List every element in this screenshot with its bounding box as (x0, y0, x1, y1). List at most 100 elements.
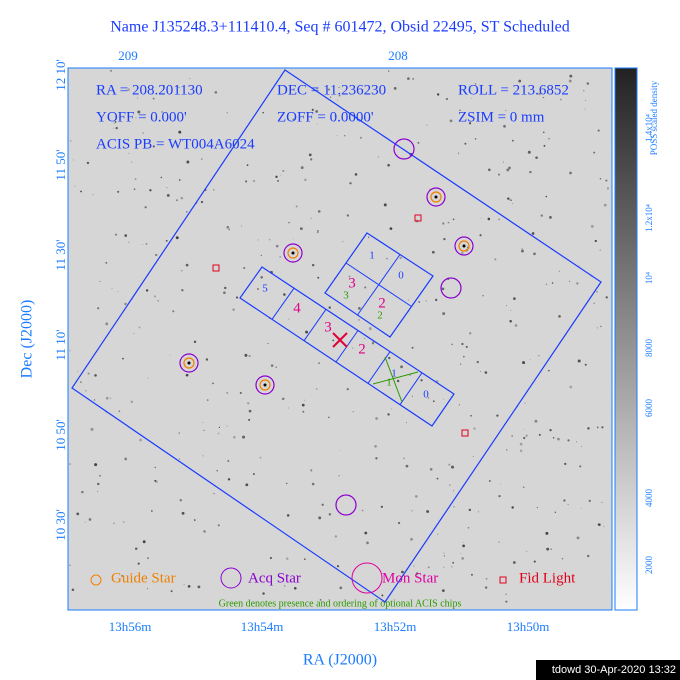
star-dot (301, 403, 305, 407)
star-dot (292, 118, 294, 120)
star-dot (563, 499, 566, 502)
star-dot (488, 480, 491, 482)
star-dot (568, 280, 571, 283)
star-dot (560, 98, 562, 101)
star-dot (185, 373, 189, 377)
star-dot (485, 577, 488, 580)
star-dot (506, 305, 507, 306)
star-dot (113, 522, 115, 524)
star-dot (533, 560, 536, 563)
colorbar-tick-label: 1.4x10⁴ (644, 114, 654, 142)
star-dot (293, 586, 297, 590)
star-dot (498, 218, 500, 221)
star-dot (155, 480, 158, 483)
star-dot (193, 519, 196, 521)
legend-item: Fid Light (519, 570, 576, 586)
star-dot (540, 214, 543, 217)
star-dot (122, 357, 124, 360)
star-core (187, 361, 191, 365)
star-dot (587, 427, 590, 430)
y-axis-label: Dec (J2000) (19, 300, 36, 379)
info-zoff: ZOFF = 0.0000' (277, 109, 374, 125)
chip-label: 1 (369, 250, 375, 262)
star-dot (280, 174, 282, 176)
star-dot (223, 291, 226, 295)
star-dot (451, 343, 453, 346)
star-dot (248, 418, 251, 421)
star-dot (257, 239, 259, 241)
star-dot (603, 526, 605, 528)
star-dot (243, 266, 246, 270)
star-dot (436, 93, 440, 96)
star-dot (94, 463, 98, 467)
star-core (434, 195, 438, 199)
chip-line (399, 372, 423, 405)
title: Name J135248.3+111410.4, Seq # 601472, O… (110, 19, 570, 36)
star-dot (578, 265, 580, 267)
star-dot (90, 427, 94, 431)
acq-star (426, 187, 446, 207)
star-core (263, 383, 267, 387)
star-dot (576, 441, 578, 443)
star-dot (387, 70, 390, 72)
star-dot (244, 353, 248, 357)
star-dot (117, 291, 119, 293)
star-dot (543, 131, 545, 134)
star-dot (310, 158, 313, 161)
star-dot (346, 388, 349, 391)
star-dot (217, 432, 220, 435)
star-dot (511, 139, 514, 142)
x-tick-label: 13h52m (374, 619, 417, 634)
star-dot (130, 161, 133, 163)
star-dot (479, 234, 482, 237)
star-dot (288, 221, 290, 224)
star-dot (138, 326, 141, 329)
star-dot (500, 483, 501, 485)
star-dot (85, 390, 87, 392)
star-dot (561, 557, 564, 560)
star-dot (311, 108, 314, 111)
star-dot (380, 505, 383, 508)
star-dot (524, 402, 526, 404)
star-dot (418, 300, 421, 303)
info-acis: ACIS PB = WT004A6024 (96, 136, 255, 152)
star-dot (569, 74, 573, 78)
star-dot (334, 115, 337, 117)
star-dot (605, 179, 608, 182)
star-dot (511, 434, 514, 437)
star-dot (393, 86, 397, 90)
star-dot (111, 288, 113, 290)
star-dot (420, 379, 423, 382)
star-dot (590, 224, 594, 228)
star-dot (76, 512, 80, 516)
star-dot (240, 225, 242, 227)
acq-star (440, 277, 462, 299)
star-dot (128, 152, 130, 155)
star-dot (583, 90, 585, 92)
star-dot (476, 360, 479, 364)
star-dot (226, 391, 229, 395)
star-dot (431, 250, 435, 254)
star-dot (127, 88, 130, 91)
star-dot (71, 588, 75, 591)
star-dot (452, 218, 455, 221)
star-dot (233, 435, 236, 439)
star-dot (545, 195, 548, 198)
star-dot (443, 566, 445, 568)
star-dot (529, 358, 531, 360)
star-dot (172, 310, 175, 313)
star-dot (86, 161, 90, 165)
chip-label: 0 (423, 389, 429, 401)
star-dot (181, 511, 185, 515)
star-dot (470, 573, 473, 576)
star-dot (123, 521, 125, 523)
star-dot (411, 346, 414, 349)
star-dot (275, 366, 278, 369)
star-dot (227, 478, 231, 481)
star-dot (518, 79, 522, 83)
star-dot (186, 160, 190, 164)
star-dot (162, 85, 165, 87)
star-dot (474, 138, 477, 140)
star-dot (401, 570, 404, 574)
